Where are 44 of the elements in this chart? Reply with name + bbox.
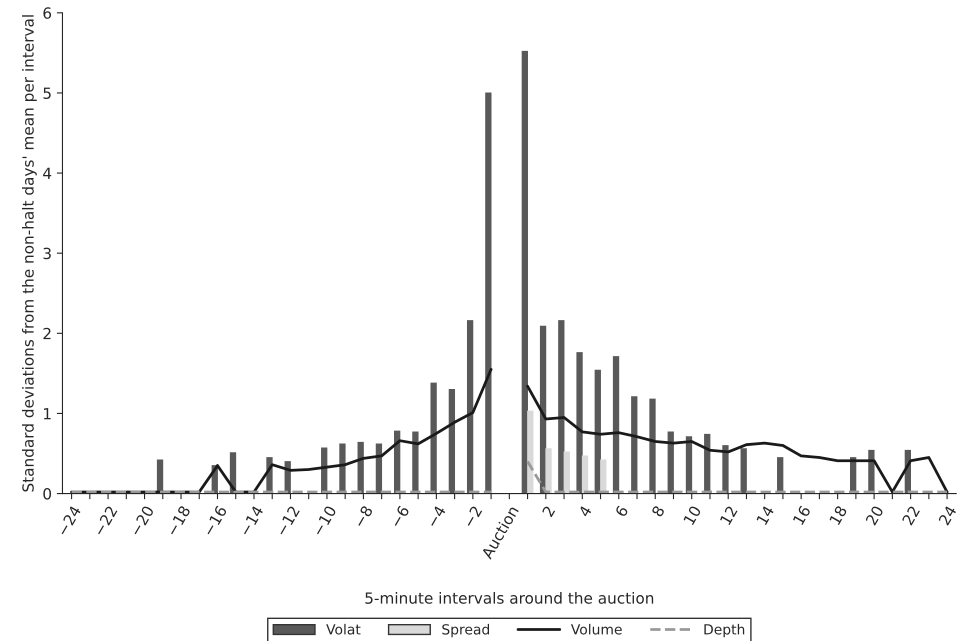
y-axis-title: Standard deviations from the non-halt days' mean per interval bbox=[22, 15, 37, 492]
y-tick-label: 0 bbox=[43, 488, 52, 500]
legend-label: Volume bbox=[570, 624, 622, 635]
x-tick-label: 6 bbox=[614, 504, 629, 518]
x-tick-label: 20 bbox=[865, 505, 884, 526]
x-tick-label: 22 bbox=[902, 505, 920, 526]
x-tick-label: 2 bbox=[542, 505, 556, 518]
y-tick-label: 1 bbox=[44, 408, 51, 420]
y-tick-label: 5 bbox=[44, 88, 51, 99]
legend-label: Volat bbox=[326, 624, 360, 635]
x-axis-title: 5-minute intervals around the auction bbox=[365, 592, 654, 604]
bar bbox=[448, 388, 456, 494]
x-tick-label: 24 bbox=[938, 504, 957, 526]
y-tick-label: 3 bbox=[43, 248, 51, 260]
bar bbox=[358, 442, 364, 494]
x-tick-label: 16 bbox=[792, 504, 811, 526]
bar bbox=[527, 410, 534, 494]
x-tick-label: 10 bbox=[683, 505, 702, 526]
bar bbox=[430, 382, 437, 494]
bar bbox=[649, 398, 656, 494]
x-tick-label: 8 bbox=[651, 505, 665, 518]
y-tick-label: 6 bbox=[43, 7, 52, 19]
bar bbox=[522, 50, 528, 494]
bar bbox=[576, 352, 583, 494]
legend-label: Depth bbox=[704, 624, 744, 638]
bar bbox=[466, 320, 474, 494]
x-tick-label: 18 bbox=[828, 505, 848, 526]
x-tick-label: −2 bbox=[462, 505, 482, 528]
bar bbox=[582, 455, 588, 494]
x-tick-label: −8 bbox=[353, 505, 374, 528]
bar bbox=[485, 92, 492, 494]
x-tick-label: −6 bbox=[390, 504, 410, 528]
y-tick-label: 4 bbox=[43, 168, 52, 179]
x-tick-label: 4 bbox=[578, 504, 592, 518]
legend-label: Spread bbox=[442, 624, 490, 638]
bar bbox=[612, 356, 620, 494]
x-tick-label: 14 bbox=[756, 504, 774, 526]
y-tick-label: 2 bbox=[43, 328, 51, 340]
bar bbox=[564, 451, 570, 494]
bar bbox=[740, 448, 747, 494]
bar bbox=[668, 431, 674, 494]
x-tick-label: 12 bbox=[720, 505, 738, 526]
bar bbox=[594, 370, 601, 494]
x-tick-label: −4 bbox=[426, 504, 446, 528]
